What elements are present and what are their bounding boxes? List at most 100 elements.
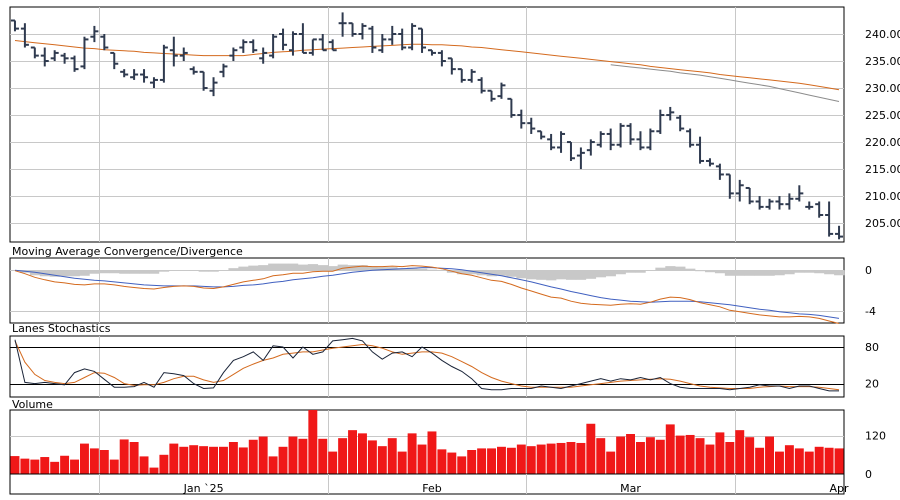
- volume-bar: [804, 451, 814, 474]
- volume-bar: [725, 442, 735, 474]
- ohlc-bar: [686, 128, 695, 148]
- macd-histogram-bar: [119, 270, 130, 274]
- ohlc-bar: [715, 163, 724, 180]
- macd-histogram-bar: [89, 270, 100, 274]
- ohlc-bar: [219, 63, 228, 78]
- ohlc-bar: [576, 147, 585, 170]
- x-axis: Jan `25 Feb Mar Apr: [9, 473, 849, 495]
- volume-bar: [546, 443, 556, 474]
- ohlc-bar: [388, 25, 397, 45]
- ohlc-bar: [368, 25, 377, 53]
- volume-bar: [358, 433, 367, 474]
- volume-bar: [665, 424, 675, 474]
- macd-histogram-bar: [268, 263, 279, 271]
- macd-histogram-bar: [496, 270, 507, 276]
- ohlc-bar: [517, 109, 526, 129]
- volume-bar: [814, 446, 824, 474]
- macd-histogram-bar: [695, 270, 706, 272]
- macd-line: [14, 265, 840, 324]
- macd-histogram-bar: [347, 265, 358, 271]
- volume-bar: [109, 459, 119, 474]
- macd-histogram-bar: [288, 263, 299, 271]
- macd-histogram-bar: [595, 270, 607, 278]
- ohlc-bar: [179, 47, 188, 62]
- y-tick-label: 225.00: [865, 109, 900, 122]
- volume-bar: [556, 442, 566, 474]
- ohlc-bar: [30, 46, 39, 59]
- macd-histogram-bar: [258, 265, 269, 271]
- macd-histogram-bar: [337, 264, 348, 271]
- panel-title: Lanes Stochastics: [12, 322, 111, 335]
- ohlc-bar: [725, 173, 734, 199]
- macd-histogram-bar: [109, 270, 120, 274]
- volume-bar: [258, 436, 268, 474]
- volume-bar: [536, 444, 546, 474]
- volume-bar: [487, 448, 496, 474]
- macd-histogram-bar: [794, 270, 805, 273]
- x-tick-label: Feb: [422, 482, 441, 495]
- y-tick-label: 220.00: [865, 136, 900, 149]
- ohlc-bar: [586, 139, 595, 156]
- y-tick-label: 205.00: [865, 217, 900, 230]
- ohlc-bar: [140, 69, 149, 83]
- ohlc-bar: [547, 133, 556, 151]
- volume-bar: [20, 458, 30, 474]
- ohlc-bar: [705, 158, 714, 167]
- macd-panel: Moving Average Convergence/Divergence 0 -4: [9, 245, 876, 324]
- ohlc-bar: [90, 25, 99, 43]
- volume-bar: [189, 445, 199, 474]
- ohlc-bar: [606, 128, 615, 151]
- ohlc-bar: [169, 36, 178, 67]
- volume-bar: [616, 436, 626, 474]
- volume-bar: [278, 446, 288, 474]
- ohlc-bar: [80, 36, 89, 70]
- volume-bar: [10, 456, 20, 474]
- volume-bar: [288, 436, 298, 474]
- ohlc-bar: [298, 23, 307, 54]
- volume-bar: [367, 440, 377, 474]
- macd-histogram-bar: [59, 270, 70, 277]
- volume-bar: [89, 448, 99, 474]
- macd-histogram-bar: [158, 270, 170, 272]
- macd-histogram-bar: [516, 270, 527, 279]
- macd-histogram-bar: [327, 266, 338, 271]
- ohlc-bar: [110, 51, 119, 70]
- macd-histogram-bar: [536, 270, 547, 280]
- macd-histogram-bar: [357, 265, 368, 271]
- macd-histogram-bar: [675, 266, 686, 271]
- volume-bar: [784, 445, 794, 474]
- ohlc-bar: [10, 19, 19, 32]
- volume-bar: [417, 444, 427, 474]
- volume-bar: [735, 430, 745, 474]
- macd-histogram-bar: [377, 267, 388, 271]
- macd-histogram-bar: [764, 270, 775, 276]
- volume-bar: [298, 438, 308, 474]
- volume-bar: [566, 442, 576, 474]
- macd-histogram-bar: [99, 270, 110, 274]
- ohlc-bar: [775, 196, 784, 210]
- ohlc-bar: [269, 34, 278, 59]
- macd-histogram-bar: [605, 270, 616, 277]
- macd-histogram-bar: [307, 264, 319, 271]
- panel-frame: [9, 6, 845, 243]
- volume-bar: [755, 447, 765, 474]
- ohlc-bar: [835, 225, 844, 240]
- volume-bar: [516, 444, 526, 474]
- macd-histogram-bar: [367, 266, 378, 271]
- macd-histogram-bar: [168, 270, 180, 271]
- volume-bar: [467, 450, 477, 474]
- ohlc-bar: [507, 97, 516, 118]
- volume-bar: [80, 443, 89, 474]
- macd-histogram-bar: [427, 269, 438, 271]
- ohlc-bar: [149, 77, 158, 89]
- y-tick-label: 240.00: [865, 28, 900, 41]
- ohlc-bar: [279, 28, 288, 51]
- macd-histogram-bar: [297, 264, 309, 271]
- x-tick-label: Jan `25: [183, 482, 224, 495]
- macd-histogram-bar: [466, 270, 477, 275]
- ohlc-bar: [437, 50, 446, 67]
- ohlc-bar: [527, 117, 536, 134]
- macd-histogram-bar: [714, 270, 726, 274]
- volume-bar: [209, 446, 218, 474]
- stochastics-panel: Lanes Stochastics 80 20: [9, 322, 879, 398]
